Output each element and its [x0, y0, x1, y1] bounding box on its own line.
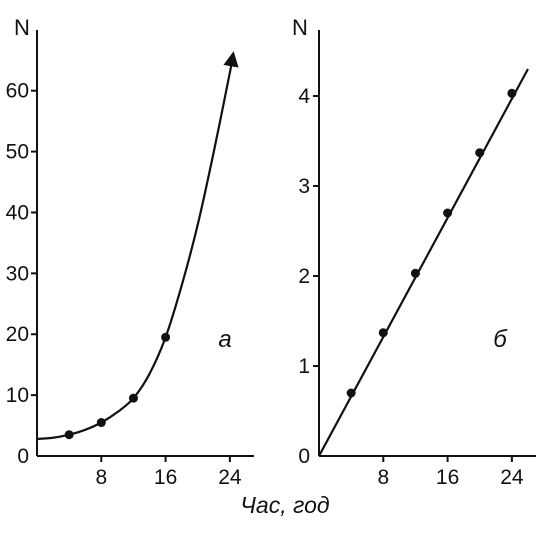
- y-tick-label-b: 4: [298, 85, 310, 108]
- chart-panel-a: N 0 10 20 30 40 50 60 8 16 24 а: [6, 15, 254, 489]
- y-axis-title-b: N: [292, 15, 308, 40]
- y-tick-label-a: 30: [6, 262, 29, 285]
- y-tick-label-a: 60: [6, 80, 29, 103]
- x-tick-label-a: 24: [218, 466, 242, 489]
- y-axis-title-a: N: [14, 15, 30, 40]
- series-line-a: [36, 51, 239, 441]
- data-point-a: [96, 418, 106, 428]
- data-point-b: [475, 148, 485, 158]
- x-tick-label-b: 8: [377, 466, 389, 489]
- data-point-a: [64, 430, 74, 440]
- chart-panel-b: N 0 1 2 3 4 8 16 24 б: [292, 15, 536, 489]
- series-line-b: [318, 68, 529, 457]
- x-tick-label-b: 16: [436, 466, 459, 489]
- data-point-b: [378, 328, 388, 338]
- y-tick-label-a: 20: [6, 323, 29, 346]
- x-tick-label-a: 8: [95, 466, 107, 489]
- panel-label-b: б: [493, 326, 508, 353]
- y-tick-label-a: 50: [6, 141, 29, 164]
- y-tick-label-b: 2: [298, 265, 310, 288]
- data-point-b: [410, 268, 420, 278]
- y-tick-label-a: 40: [6, 201, 29, 224]
- x-axis-title: Час, год: [240, 492, 329, 518]
- y-tick-label-b: 1: [298, 355, 310, 378]
- data-point-b: [507, 88, 517, 98]
- y-tick-label-b: 3: [298, 175, 310, 198]
- data-point-a: [161, 332, 171, 342]
- x-tick-label-a: 16: [154, 466, 177, 489]
- y-tick-label-b: 0: [298, 445, 310, 468]
- data-point-a: [128, 393, 138, 403]
- x-tick-label-b: 24: [500, 466, 524, 489]
- data-point-b: [346, 388, 356, 398]
- y-tick-label-a: 10: [6, 384, 29, 407]
- y-tick-label-a: 0: [17, 445, 29, 468]
- panel-label-a: а: [218, 326, 231, 353]
- data-point-b: [443, 208, 453, 218]
